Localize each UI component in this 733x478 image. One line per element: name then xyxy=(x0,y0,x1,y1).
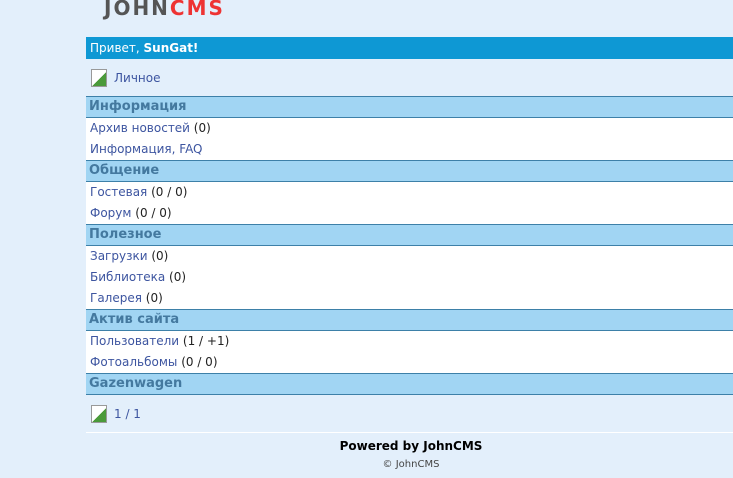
list-item[interactable]: Библиотека (0) xyxy=(86,267,733,288)
menu-link[interactable]: Информация, FAQ xyxy=(90,142,203,156)
section-header-gazenwagen: Gazenwagen xyxy=(86,373,733,395)
menu-link[interactable]: Фотоальбомы xyxy=(90,355,178,369)
section-header: Полезное xyxy=(86,224,733,246)
item-count: (0) xyxy=(141,291,163,305)
footer: Powered by JohnCMS © JohnCMS xyxy=(86,432,733,470)
powered-by: Powered by JohnCMS xyxy=(339,439,483,453)
broken-image-icon xyxy=(91,68,107,87)
logo[interactable]: JOHNCMS xyxy=(104,0,225,20)
username: SunGat! xyxy=(143,41,199,55)
menu-link[interactable]: Галерея xyxy=(90,291,142,305)
item-count: (0 / 0) xyxy=(177,355,218,369)
item-count: (0) xyxy=(147,249,169,263)
menu-link[interactable]: Пользователи xyxy=(90,334,180,348)
list-item[interactable]: Фотоальбомы (0 / 0) xyxy=(86,352,733,373)
copyright: © JohnCMS xyxy=(382,459,440,470)
list-item[interactable]: Пользователи (1 / +1) xyxy=(86,331,733,352)
personal-link[interactable]: Личное xyxy=(86,59,733,96)
item-count: (1 / +1) xyxy=(179,334,230,348)
menu-link[interactable]: Архив новостей xyxy=(90,121,190,135)
gazen-counter[interactable]: 1 / 1 xyxy=(86,395,733,432)
section-header: Актив сайта xyxy=(86,309,733,331)
list-item[interactable]: Гостевая (0 / 0) xyxy=(86,182,733,203)
broken-image-icon xyxy=(91,404,107,423)
greeting-bar: Привет, SunGat! xyxy=(86,37,733,59)
menu-link[interactable]: Гостевая xyxy=(90,185,148,199)
menu-link[interactable]: Форум xyxy=(90,206,132,220)
section-header: Информация xyxy=(86,96,733,118)
menu-link[interactable]: Загрузки xyxy=(90,249,148,263)
section-header: Общение xyxy=(86,160,733,182)
menu-link[interactable]: Библиотека xyxy=(90,270,166,284)
item-count: (0) xyxy=(165,270,187,284)
item-count: (0 / 0) xyxy=(147,185,188,199)
list-item[interactable]: Информация, FAQ xyxy=(86,139,733,160)
list-item[interactable]: Загрузки (0) xyxy=(86,246,733,267)
list-item[interactable]: Форум (0 / 0) xyxy=(86,203,733,224)
item-count: (0) xyxy=(189,121,211,135)
item-count: (0 / 0) xyxy=(131,206,172,220)
list-item[interactable]: Архив новостей (0) xyxy=(86,118,733,139)
list-item[interactable]: Галерея (0) xyxy=(86,288,733,309)
